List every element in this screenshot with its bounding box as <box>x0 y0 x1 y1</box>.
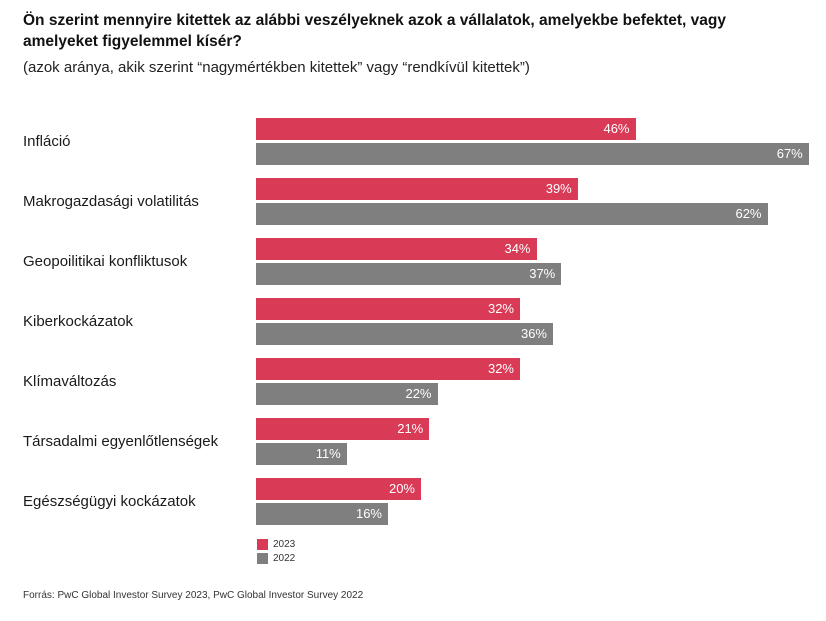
bar-2022 <box>256 203 768 225</box>
category-label: Egészségügyi kockázatok <box>23 493 196 510</box>
chart-subtitle: (azok aránya, akik szerint “nagymértékbe… <box>23 59 530 76</box>
bar-2023 <box>256 118 636 140</box>
data-label: 67% <box>776 146 803 161</box>
legend-label: 2023 <box>273 539 296 550</box>
bar-2022 <box>256 143 809 165</box>
bar-2022 <box>256 383 438 405</box>
data-label: 36% <box>520 326 547 341</box>
category-label: Kiberkockázatok <box>23 313 134 330</box>
bar-2023 <box>256 418 430 440</box>
category-label: Makrogazdasági volatilitás <box>23 193 199 210</box>
category-label: Geopoilitikai konfliktusok <box>23 253 188 270</box>
source-note: Forrás: PwC Global Investor Survey 2023,… <box>23 590 364 601</box>
data-label: 20% <box>388 481 415 496</box>
bar-2023 <box>256 178 578 200</box>
bar-2023 <box>256 238 537 260</box>
data-label: 16% <box>355 506 382 521</box>
legend-swatch-2022 <box>257 553 268 564</box>
bar-2023 <box>256 358 520 380</box>
data-label: 34% <box>504 241 531 256</box>
data-label: 46% <box>603 121 630 136</box>
bar-2023 <box>256 298 520 320</box>
category-label: Társadalmi egyenlőtlenségek <box>23 433 219 450</box>
category-label: Klímaváltozás <box>23 373 117 390</box>
bar-2022 <box>256 503 388 525</box>
data-label: 32% <box>487 301 514 316</box>
legend-swatch-2023 <box>257 539 268 550</box>
data-label: 22% <box>405 386 432 401</box>
category-label: Infláció <box>23 133 71 150</box>
data-label: 39% <box>545 181 572 196</box>
data-label: 62% <box>735 206 762 221</box>
chart-title: Ön szerint mennyire kitettek az alábbi v… <box>23 12 727 50</box>
data-label: 11% <box>315 446 341 461</box>
bar-2022 <box>256 443 347 465</box>
data-label: 37% <box>529 266 556 281</box>
bar-2022 <box>256 323 553 345</box>
data-label: 21% <box>397 421 424 436</box>
bar-2022 <box>256 263 562 285</box>
legend-label: 2022 <box>273 553 296 564</box>
bar-2023 <box>256 478 421 500</box>
data-label: 32% <box>487 361 514 376</box>
